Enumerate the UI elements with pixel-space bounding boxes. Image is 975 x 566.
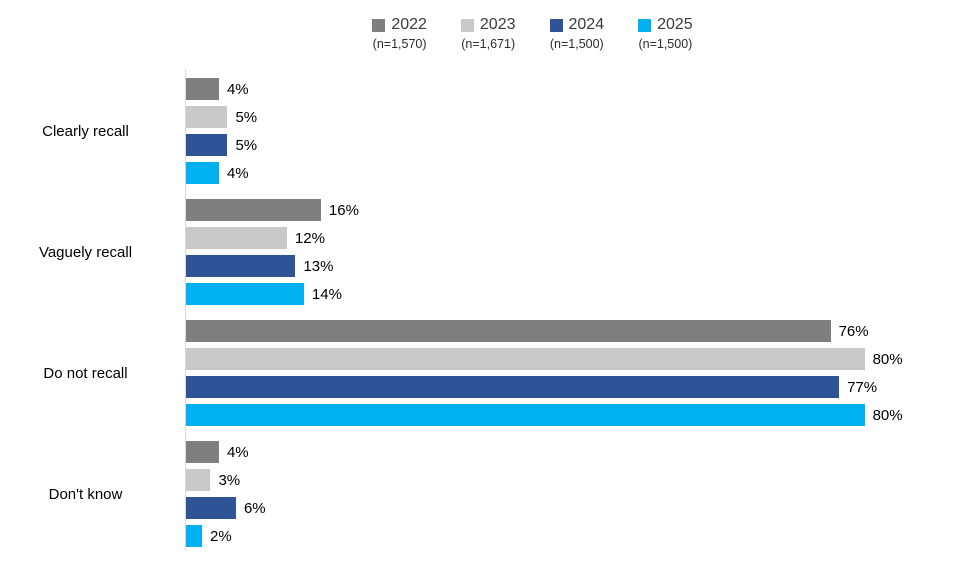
chart: Clearly recall 4% 5% 5% 4% Vaguely recal… [0, 69, 975, 551]
bar-row: 6% [185, 497, 975, 519]
bar-2024-clearly-recall [185, 134, 228, 156]
legend-year-label: 2022 [391, 16, 427, 33]
legend-sample-size-label: (n=1,500) [549, 37, 604, 51]
bar-2024-don-t-know [185, 497, 236, 519]
legend-swatch-icon [372, 18, 386, 32]
bar-value-label: 77% [847, 378, 878, 396]
bar-2022-vaguely-recall [185, 199, 321, 221]
bar-value-label: 12% [294, 229, 325, 247]
y-axis-line [185, 69, 186, 551]
bar-value-label: 5% [235, 108, 258, 126]
bar-row: 4% [185, 441, 975, 463]
legend-year-label: 2025 [657, 16, 693, 33]
bar-2023-don-t-know [185, 469, 211, 491]
bar-value-label: 5% [235, 136, 258, 154]
bar-row: 76% [185, 320, 975, 342]
chart-legend: 2022 (n=1,570) 2023 (n=1,671) 2024 (n=1,… [45, 16, 975, 51]
bar-2022-do-not-recall [185, 320, 831, 342]
bar-2023-do-not-recall [185, 348, 865, 370]
legend-swatch-icon [549, 18, 563, 32]
legend-item: 2023 (n=1,671) [460, 16, 516, 51]
bar-value-label: 76% [838, 322, 869, 340]
bar-value-label: 6% [243, 499, 266, 517]
bar-2025-clearly-recall [185, 162, 219, 184]
bar-row: 3% [185, 469, 975, 491]
bar-value-label: 2% [209, 527, 232, 545]
legend-item: 2024 (n=1,500) [549, 16, 605, 51]
bar-value-label: 4% [226, 164, 249, 182]
legend-sample-size-label: (n=1,671) [461, 37, 516, 51]
bar-row: 16% [185, 199, 975, 221]
bar-2025-don-t-know [185, 525, 202, 547]
category-group: Do not recall 76% 80% 77% 80% [0, 320, 975, 426]
category-group: Clearly recall 4% 5% 5% 4% [0, 78, 975, 184]
bar-2024-do-not-recall [185, 376, 840, 398]
bar-2022-don-t-know [185, 441, 219, 463]
bar-2022-clearly-recall [185, 78, 219, 100]
legend-year-label: 2024 [568, 16, 605, 33]
bar-row: 13% [185, 255, 975, 277]
category-label: Vaguely recall [38, 243, 133, 261]
legend-sample-size-label: (n=1,570) [372, 37, 427, 51]
bar-2024-vaguely-recall [185, 255, 296, 277]
legend-year-label: 2023 [479, 16, 516, 33]
legend-item: 2022 (n=1,570) [372, 16, 427, 51]
bar-row: 14% [185, 283, 975, 305]
bar-row: 5% [185, 134, 975, 156]
legend-swatch-icon [638, 18, 652, 32]
category-label: Do not recall [43, 364, 128, 382]
bar-row: 4% [185, 78, 975, 100]
chart-groups: Clearly recall 4% 5% 5% 4% Vaguely recal… [0, 78, 975, 547]
bar-value-label: 80% [872, 406, 903, 424]
bar-row: 12% [185, 227, 975, 249]
bar-value-label: 14% [311, 285, 342, 303]
category-label: Don't know [48, 485, 123, 503]
bar-value-label: 4% [226, 443, 249, 461]
bar-value-label: 16% [328, 201, 359, 219]
category-group: Vaguely recall 16% 12% 13% 14% [0, 199, 975, 305]
bar-row: 4% [185, 162, 975, 184]
category-label: Clearly recall [42, 122, 129, 140]
bar-2025-vaguely-recall [185, 283, 304, 305]
bar-value-label: 80% [872, 350, 903, 368]
bar-row: 80% [185, 348, 975, 370]
category-group: Don't know 4% 3% 6% 2% [0, 441, 975, 547]
bar-row: 5% [185, 106, 975, 128]
legend-swatch-icon [460, 18, 474, 32]
bar-row: 2% [185, 525, 975, 547]
bar-2023-clearly-recall [185, 106, 228, 128]
bar-row: 77% [185, 376, 975, 398]
bar-value-label: 13% [303, 257, 334, 275]
legend-item: 2025 (n=1,500) [638, 16, 693, 51]
bar-value-label: 3% [218, 471, 241, 489]
legend-sample-size-label: (n=1,500) [638, 37, 693, 51]
bar-value-label: 4% [226, 80, 249, 98]
bar-row: 80% [185, 404, 975, 426]
bar-2025-do-not-recall [185, 404, 865, 426]
bar-2023-vaguely-recall [185, 227, 287, 249]
